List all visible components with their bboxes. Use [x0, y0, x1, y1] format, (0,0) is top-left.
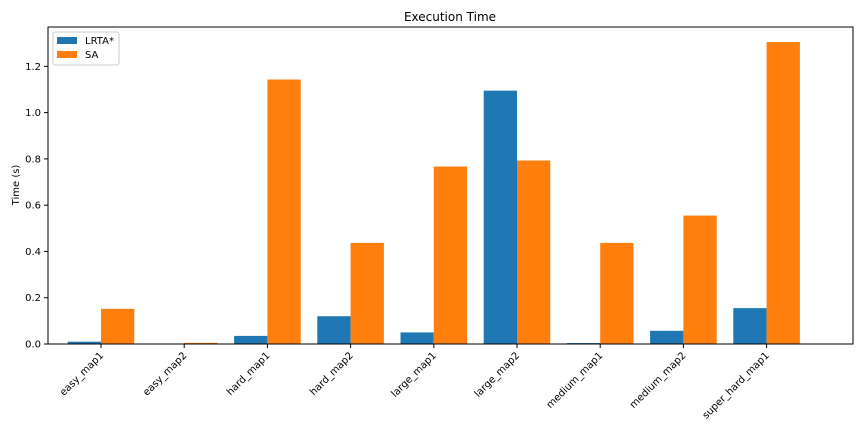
- bar-lrta-large-map1: [400, 332, 434, 344]
- y-tick-label: 0.6: [25, 201, 41, 212]
- bar-sa-large-map1: [433, 166, 468, 344]
- bar-lrta-large-map2: [483, 90, 517, 345]
- x-tick-label: easy_map2: [141, 350, 189, 398]
- y-tick-label: 0.2: [25, 293, 41, 304]
- x-tick-label: hard_map2: [308, 350, 356, 398]
- y-tick-label: 0.4: [25, 247, 41, 258]
- x-tick-label: easy_map1: [58, 350, 106, 398]
- legend-swatch: [57, 37, 77, 44]
- bar-sa-super-hard-map1: [766, 42, 800, 344]
- plot-frame: [47, 26, 854, 345]
- bar-lrta-medium-map2: [650, 330, 684, 344]
- bar-sa-hard-map1: [267, 79, 301, 345]
- x-tick-label: large_map2: [473, 350, 522, 399]
- y-axis-label: Time (s): [11, 165, 22, 207]
- y-axis: 0.0 0.2 0.4 0.6 0.8 1.0 1.2: [25, 62, 48, 351]
- x-tick-label: large_map1: [389, 350, 438, 399]
- x-tick-label: medium_map1: [545, 350, 606, 411]
- bar-sa-hard-map2: [350, 242, 384, 344]
- x-tick-label: hard_map1: [225, 350, 273, 398]
- bar-lrta-easy-map1: [67, 341, 101, 344]
- bar-lrta-hard-map2: [317, 316, 351, 344]
- legend: LRTA* SA: [52, 31, 120, 66]
- legend-label: LRTA*: [85, 36, 114, 47]
- x-tick-label: super_hard_map1: [701, 350, 772, 421]
- legend-swatch: [57, 51, 77, 58]
- bar-sa-easy-map2: [184, 342, 218, 344]
- bar-sa-medium-map1: [600, 242, 634, 344]
- y-tick-label: 1.0: [25, 108, 41, 119]
- chart-title: Execution Time: [404, 10, 496, 24]
- bar-lrta-super-hard-map1: [733, 308, 767, 344]
- bars-group: [67, 42, 800, 345]
- x-tick-label: medium_map2: [628, 350, 689, 411]
- bar-sa-medium-map2: [683, 215, 717, 344]
- bar-sa-easy-map1: [101, 308, 135, 344]
- legend-label: SA: [85, 50, 99, 61]
- y-tick-label: 1.2: [25, 62, 41, 73]
- bar-lrta-hard-map1: [234, 335, 268, 344]
- y-tick-label: 0.8: [25, 154, 41, 165]
- bar-sa-large-map2: [517, 160, 551, 344]
- y-tick-label: 0.0: [25, 340, 41, 351]
- x-axis: easy_map1 easy_map2 hard_map1 hard_map2 larg…: [58, 344, 772, 421]
